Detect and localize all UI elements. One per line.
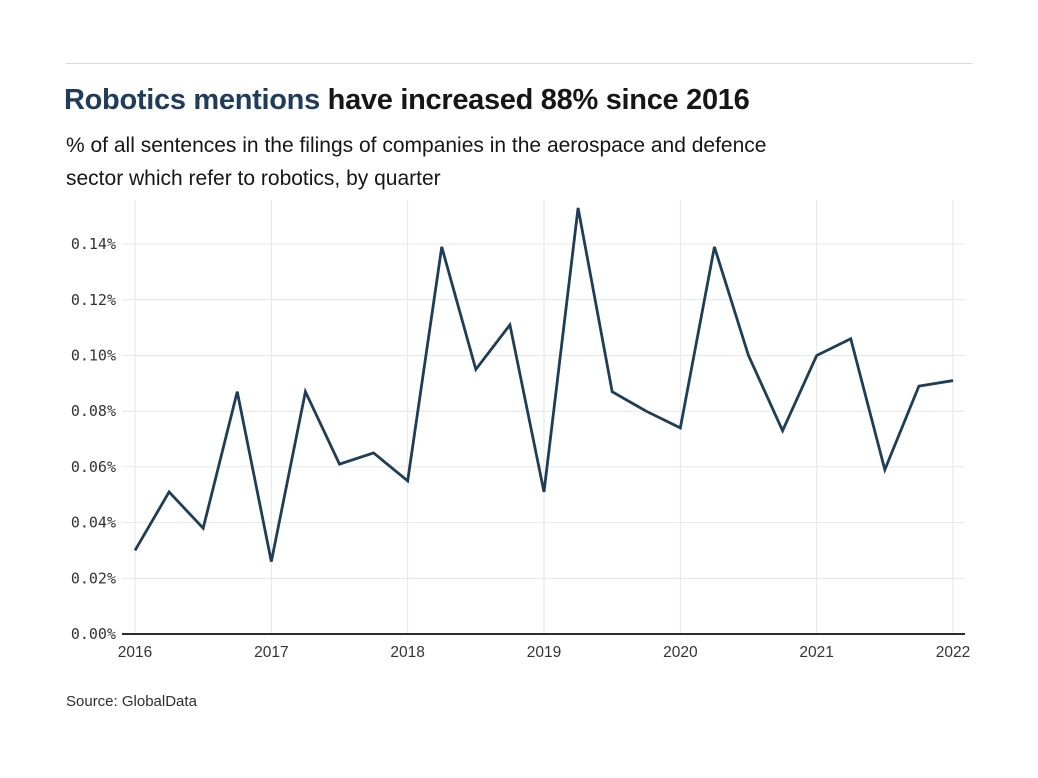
x-axis-tick-label: 2019: [527, 644, 561, 661]
y-axis-tick-label: 0.10%: [71, 347, 116, 365]
y-axis-tick-label: 0.00%: [71, 625, 116, 643]
chart-subtitle: % of all sentences in the filings of com…: [66, 129, 766, 195]
x-axis-tick-label: 2021: [799, 644, 833, 661]
x-axis-tick-label: 2018: [390, 644, 424, 661]
y-axis-tick-label: 0.04%: [71, 514, 116, 532]
x-axis-tick-label: 2016: [118, 644, 152, 661]
title-highlight: Robotics mentions: [64, 84, 320, 116]
y-axis-tick-label: 0.14%: [71, 235, 116, 253]
y-axis-tick-label: 0.02%: [71, 569, 116, 587]
source-note: Source: GlobalData: [66, 693, 197, 710]
x-axis-tick-label: 2017: [254, 644, 288, 661]
title-rest: have increased 88% since 2016: [319, 84, 750, 116]
line-chart-svg: 0.00% 0.02% 0.04% 0.06% 0.08% 0.10% 0.12% 0.14%…: [71, 200, 970, 661]
subtitle-line-2: sector which refer to robotics, by quart…: [66, 167, 441, 190]
x-axis-tick-label: 2022: [936, 644, 970, 661]
x-axis-tick-label: 2020: [663, 644, 698, 661]
y-axis-tick-label: 0.08%: [71, 402, 116, 420]
top-divider: [66, 63, 972, 64]
y-axis-tick-label: 0.06%: [71, 458, 116, 476]
subtitle-line-1: % of all sentences in the filings of com…: [66, 134, 767, 157]
page-title: Robotics mentions have increased 88% sin…: [64, 84, 750, 117]
line-series-robotics-mentions: [133, 207, 954, 562]
y-axis-tick-label: 0.12%: [71, 291, 116, 309]
chart-area: 0.00% 0.02% 0.04% 0.06% 0.08% 0.10% 0.12% 0.14%…: [62, 198, 972, 678]
